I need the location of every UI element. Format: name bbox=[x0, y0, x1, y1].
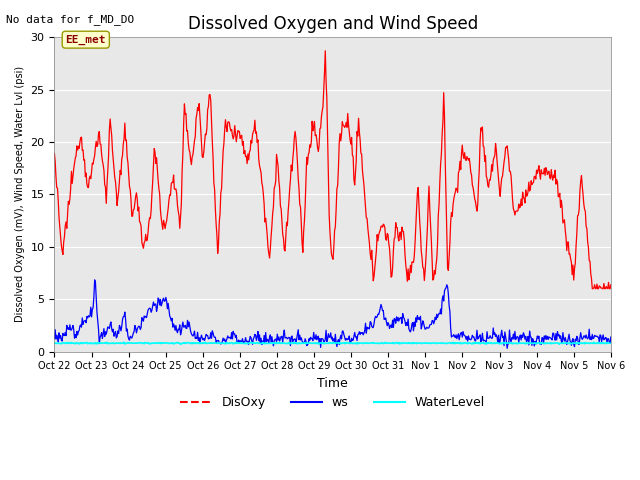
ws bbox=[175, 327, 183, 333]
WaterLevel bbox=[418, 340, 426, 346]
X-axis label: Time: Time bbox=[317, 377, 348, 390]
Line: DisOxy: DisOxy bbox=[54, 51, 611, 288]
ws bbox=[401, 319, 409, 324]
WaterLevel bbox=[607, 340, 614, 346]
DisOxy bbox=[321, 48, 329, 54]
DisOxy bbox=[118, 156, 125, 162]
WaterLevel bbox=[51, 340, 58, 346]
DisOxy bbox=[588, 286, 596, 291]
DisOxy bbox=[607, 282, 614, 288]
DisOxy bbox=[51, 151, 58, 156]
WaterLevel bbox=[120, 339, 128, 345]
Legend: DisOxy, ws, WaterLevel: DisOxy, ws, WaterLevel bbox=[175, 391, 490, 414]
Text: No data for f_MD_DO: No data for f_MD_DO bbox=[6, 14, 134, 25]
DisOxy bbox=[174, 208, 182, 214]
ws bbox=[607, 334, 614, 340]
Line: WaterLevel: WaterLevel bbox=[54, 342, 611, 344]
DisOxy bbox=[417, 248, 425, 254]
ws bbox=[417, 326, 425, 332]
ws bbox=[91, 277, 99, 283]
DisOxy bbox=[61, 234, 68, 240]
WaterLevel bbox=[61, 340, 68, 346]
ws bbox=[51, 336, 58, 341]
WaterLevel bbox=[175, 340, 183, 346]
WaterLevel bbox=[402, 340, 410, 346]
Line: ws: ws bbox=[54, 280, 611, 348]
WaterLevel bbox=[205, 340, 213, 346]
Text: EE_met: EE_met bbox=[65, 35, 106, 45]
Title: Dissolved Oxygen and Wind Speed: Dissolved Oxygen and Wind Speed bbox=[188, 15, 478, 33]
DisOxy bbox=[204, 107, 211, 112]
ws bbox=[118, 317, 126, 323]
ws bbox=[503, 346, 511, 351]
ws bbox=[205, 336, 212, 342]
ws bbox=[61, 333, 68, 338]
WaterLevel bbox=[177, 341, 184, 347]
Y-axis label: Dissolved Oxygen (mV), Wind Speed, Water Lvl (psi): Dissolved Oxygen (mV), Wind Speed, Water… bbox=[15, 66, 25, 323]
WaterLevel bbox=[118, 340, 125, 346]
DisOxy bbox=[401, 252, 409, 258]
